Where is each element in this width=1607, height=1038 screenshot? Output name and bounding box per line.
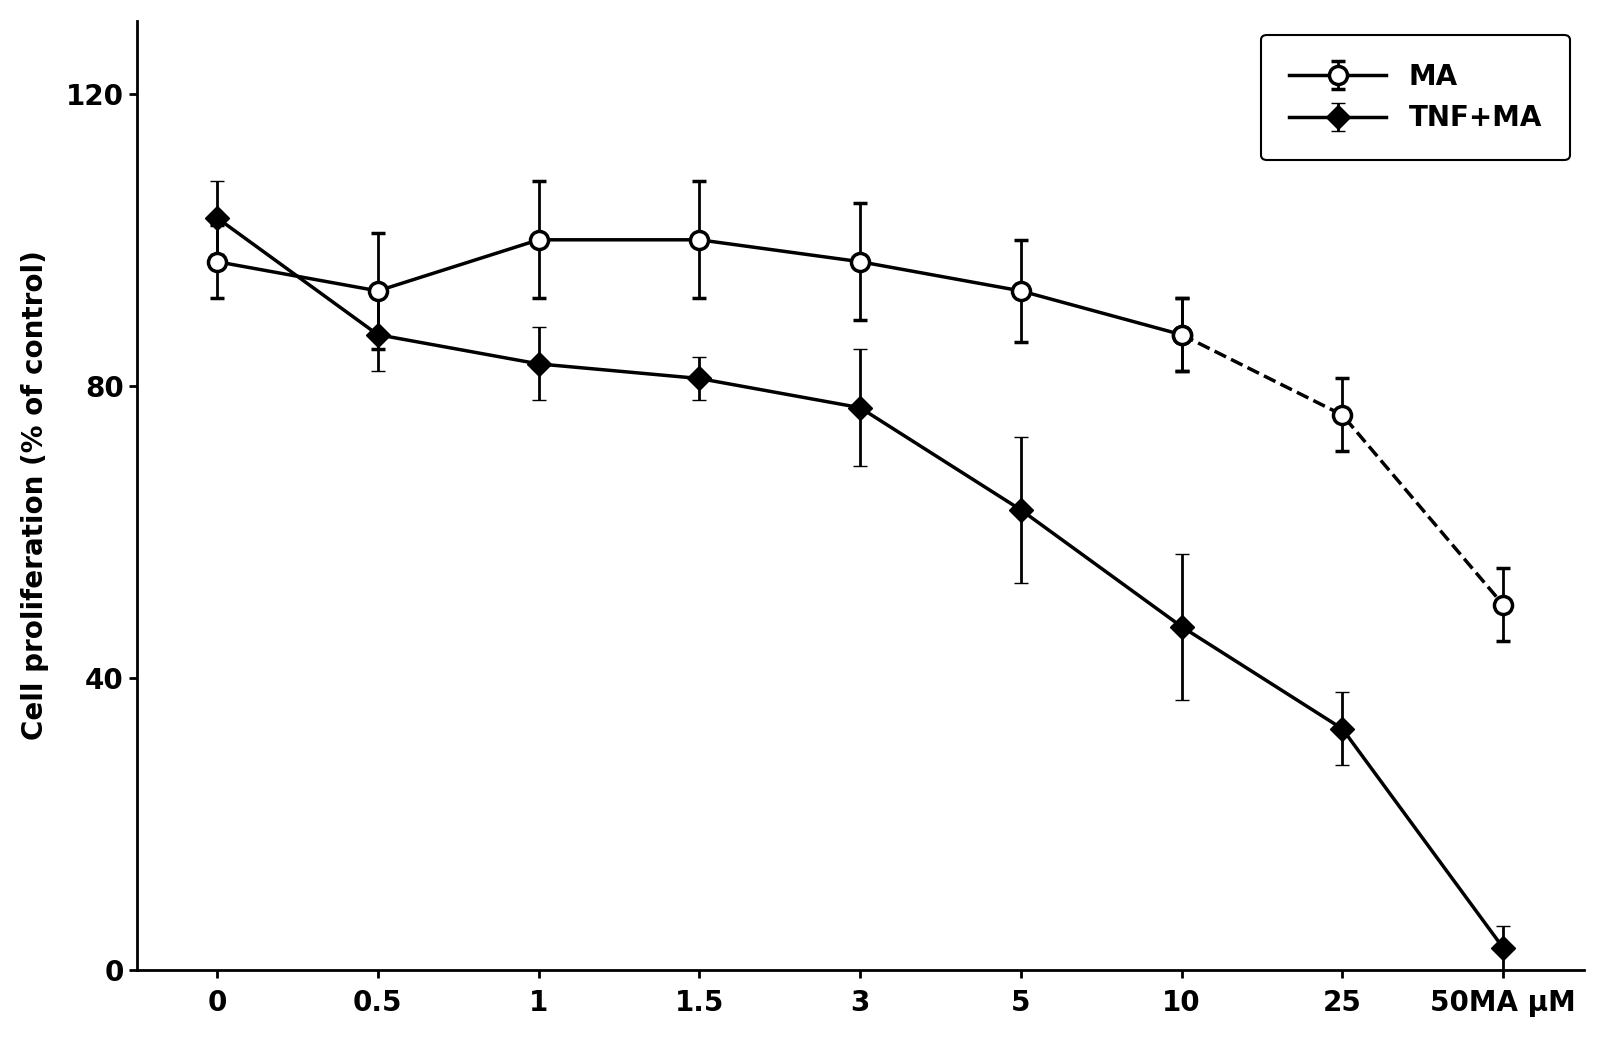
Y-axis label: Cell proliferation (% of control): Cell proliferation (% of control) [21, 250, 48, 740]
Legend: MA, TNF+MA: MA, TNF+MA [1260, 34, 1568, 160]
